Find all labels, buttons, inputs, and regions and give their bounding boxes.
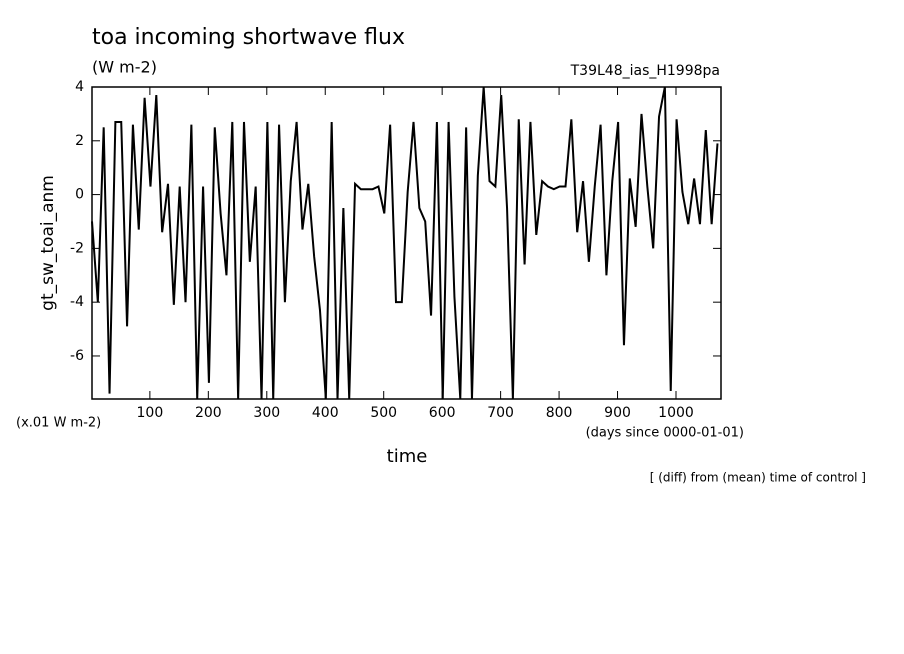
x-tick-label: 200 bbox=[195, 405, 222, 421]
chart-title: toa incoming shortwave flux bbox=[92, 25, 405, 50]
y-tick-label: -6 bbox=[70, 348, 84, 364]
y-tick-label: -2 bbox=[70, 240, 84, 256]
y-axis-label: gt_sw_toai_anm bbox=[38, 175, 58, 311]
x-units: (days since 0000-01-01) bbox=[586, 426, 744, 441]
y-tick-label: 4 bbox=[75, 79, 84, 95]
x-tick-label: 700 bbox=[487, 405, 514, 421]
x-tick-label: 800 bbox=[546, 405, 573, 421]
x-tick-label: 400 bbox=[312, 405, 339, 421]
x-tick-label: 1000 bbox=[658, 405, 694, 421]
x-tick-label: 100 bbox=[137, 405, 164, 421]
x-axis-label: time bbox=[387, 446, 428, 467]
subtitle: (W m-2) bbox=[92, 58, 157, 77]
plot-frame bbox=[91, 86, 722, 400]
data-line bbox=[91, 86, 719, 400]
note: [ (diff) from (mean) time of control ] bbox=[650, 471, 866, 485]
y-tick-label: 2 bbox=[75, 133, 84, 149]
run-label: T39L48_ias_H1998pa bbox=[570, 63, 720, 79]
x-tick-label: 300 bbox=[253, 405, 280, 421]
x-tick-label: 500 bbox=[370, 405, 397, 421]
y-tick-label: -4 bbox=[70, 294, 84, 310]
x-tick-label: 900 bbox=[604, 405, 631, 421]
x-tick-label: 600 bbox=[429, 405, 456, 421]
y-units: (x.01 W m-2) bbox=[16, 416, 101, 431]
y-tick-label: 0 bbox=[75, 187, 84, 203]
